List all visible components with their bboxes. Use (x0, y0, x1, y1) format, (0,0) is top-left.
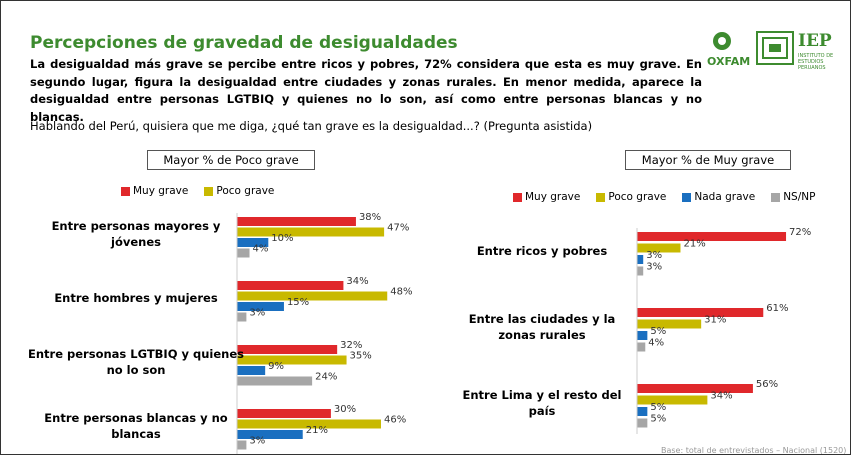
value-label: 30% (334, 404, 356, 415)
bar (237, 345, 338, 354)
bar (237, 409, 331, 418)
value-label: 3% (249, 308, 265, 319)
value-label: 46% (384, 415, 406, 426)
legend-label: Poco grave (216, 185, 275, 197)
category-label: Entre ricos y pobres (476, 244, 608, 258)
bar (237, 302, 284, 311)
subtitle: La desigualdad más grave se percibe entr… (30, 57, 702, 124)
value-label: 5% (650, 402, 666, 413)
value-label: 32% (340, 340, 362, 351)
value-label: 15% (287, 297, 309, 308)
legend-swatch (771, 192, 781, 202)
legend-item: Poco grave (596, 191, 666, 203)
legend-label: Poco grave (608, 191, 667, 203)
value-label: 3% (249, 436, 265, 447)
value-label: 72% (789, 227, 811, 238)
value-label: 3% (646, 250, 662, 261)
legend-item: Poco grave (204, 185, 274, 197)
category-label: Entre personas LGTBIQ y quienes no lo so… (28, 347, 244, 377)
legend-item: Muy grave (121, 185, 188, 197)
value-label: 47% (387, 223, 409, 234)
bar (237, 376, 313, 386)
value-label: 56% (756, 379, 778, 390)
value-label: 3% (646, 262, 662, 273)
bar (637, 266, 644, 276)
bar (237, 419, 381, 429)
legend-item: Muy grave (513, 191, 580, 203)
value-label: 34% (710, 391, 732, 402)
legend-item: Nada grave (682, 191, 755, 203)
bar (637, 232, 787, 241)
footnote: Base: total de entrevistados – Nacional … (661, 446, 847, 455)
iep-logo: IEP (798, 31, 832, 51)
value-label: 5% (650, 414, 666, 425)
category-label: Entre las ciudades y la zonas rurales (468, 312, 616, 342)
legend-swatch (204, 186, 214, 196)
legend-swatch (121, 186, 130, 196)
legend-swatch (682, 192, 692, 202)
bar (237, 238, 269, 247)
bar (637, 384, 753, 393)
legend-label: Nada grave (694, 191, 756, 203)
bar (237, 355, 347, 365)
category-label: Entre personas mayores y jóvenes (51, 219, 221, 249)
legend: Muy grave Poco grave Nada grave NS/NP (513, 191, 815, 203)
value-label: 61% (766, 303, 788, 314)
category-label: Entre personas blancas y no blancas (44, 411, 228, 441)
oxfam-logo: OXFAM (707, 55, 751, 68)
value-label: 21% (306, 425, 328, 436)
slide-title: Percepciones de gravedad de desigualdade… (30, 33, 458, 53)
category-label: Entre Lima y el resto del país (462, 388, 622, 418)
iep-subtitle: INSTITUTO DE ESTUDIOS PERUANOS (798, 53, 834, 71)
question: Hablando del Perú, quisiera que me diga,… (30, 119, 593, 133)
value-label: 48% (390, 287, 412, 298)
bar (237, 217, 356, 226)
iep-icon (756, 31, 794, 65)
value-label: 24% (315, 372, 337, 383)
legend-swatch (513, 192, 522, 202)
chart-title-box: Mayor % de Muy grave (625, 150, 791, 170)
bar (237, 227, 385, 237)
bar (637, 331, 648, 340)
bar (637, 418, 648, 428)
value-label: 9% (268, 361, 284, 372)
value-label: 10% (271, 233, 293, 244)
value-label: 21% (683, 239, 705, 250)
bar (237, 291, 388, 301)
legend-label: Muy grave (525, 191, 581, 203)
oxfam-icon (713, 32, 731, 50)
bar (637, 395, 708, 405)
bar (637, 319, 702, 329)
legend-label: Muy grave (133, 185, 189, 197)
bar (237, 281, 344, 290)
bar (237, 248, 250, 258)
value-label: 38% (359, 212, 381, 223)
legend-swatch (596, 192, 606, 202)
bar (237, 312, 247, 322)
legend-label: NS/NP (783, 191, 816, 203)
bar (637, 255, 644, 264)
value-label: 4% (648, 338, 664, 349)
legend-item: NS/NP (771, 191, 815, 203)
value-label: 34% (346, 276, 368, 287)
value-label: 35% (350, 351, 372, 362)
bar (637, 342, 646, 352)
bar (237, 430, 303, 439)
bar (637, 308, 764, 317)
value-label: 5% (650, 326, 666, 337)
bar (637, 243, 681, 253)
chart-title-box: Mayor % de Poco grave (147, 150, 315, 170)
category-label: Entre hombres y mujeres (54, 291, 218, 305)
legend: Muy grave Poco grave (121, 185, 274, 197)
value-label: 31% (704, 315, 726, 326)
value-label: 4% (253, 244, 269, 255)
bar (637, 407, 648, 416)
bar (237, 366, 266, 375)
bar (237, 440, 247, 450)
